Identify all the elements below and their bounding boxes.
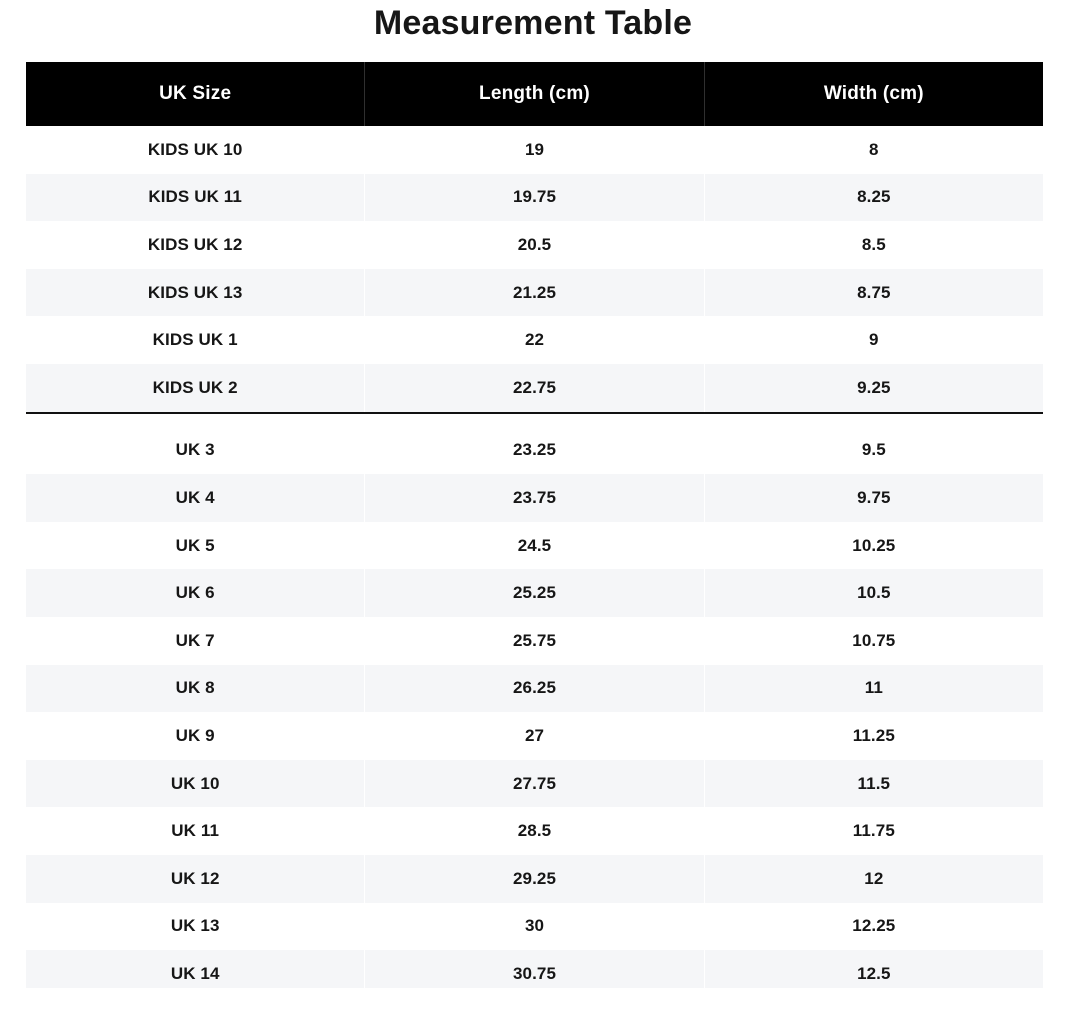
cell-uk-size: KIDS UK 2 <box>26 363 365 412</box>
cell-width-cm: 10.25 <box>852 535 896 555</box>
cell-uk-size: UK 6 <box>26 569 365 617</box>
table-row: UK 8 26.25 11 <box>26 664 1043 713</box>
table-row: KIDS UK 10 19 8 <box>26 126 1043 174</box>
table-row: UK 13 30 12.25 <box>26 902 1043 951</box>
cell-length-cm: 19 <box>524 139 545 159</box>
cell-length-cm: 19.75 <box>365 173 704 222</box>
cell-uk-size: KIDS UK 12 <box>147 234 243 254</box>
cell-width-cm: 11.5 <box>704 759 1043 808</box>
cell-length-cm: 23.75 <box>365 474 704 522</box>
cell-uk-size: KIDS UK 13 <box>26 268 365 317</box>
kids-sizes-section: KIDS UK 10 19 8 KIDS UK 11 19.75 8.25 KIDS UK … <box>26 126 1043 412</box>
cell-uk-size: UK 10 <box>26 759 365 808</box>
cell-uk-size: UK 4 <box>26 474 365 522</box>
cell-width-cm: 9 <box>869 330 879 350</box>
table-row: KIDS UK 11 19.75 8.25 <box>26 173 1043 222</box>
table-row: KIDS UK 2 22.75 9.25 <box>26 363 1043 412</box>
cell-width-cm: 11.75 <box>852 821 895 841</box>
cell-uk-size: UK 8 <box>26 664 365 713</box>
table-row: UK 11 28.5 11.75 <box>26 807 1043 855</box>
cell-length-cm: 20.5 <box>517 234 552 254</box>
cell-length-cm: 27 <box>524 725 545 745</box>
table-row: KIDS UK 12 20.5 8.5 <box>26 221 1043 269</box>
cell-width-cm: 10.75 <box>852 630 896 650</box>
cell-width-cm: 11 <box>704 664 1043 713</box>
cell-length-cm: 30.75 <box>365 950 704 988</box>
cell-width-cm: 10.5 <box>704 569 1043 617</box>
cell-width-cm: 8 <box>869 139 879 159</box>
cell-uk-size: KIDS UK 11 <box>26 173 365 222</box>
cell-width-cm: 9.25 <box>704 363 1043 412</box>
cell-width-cm: 8.75 <box>704 268 1043 317</box>
table-row: UK 4 23.75 9.75 <box>26 474 1043 522</box>
cell-uk-size: UK 14 <box>26 950 365 988</box>
cell-width-cm: 11.25 <box>852 725 895 745</box>
table-row: UK 3 23.25 9.5 <box>26 426 1043 475</box>
cell-length-cm: 22.75 <box>365 363 704 412</box>
cell-length-cm: 25.25 <box>365 569 704 617</box>
cell-uk-size: UK 5 <box>175 535 215 555</box>
table-row: UK 12 29.25 12 <box>26 854 1043 903</box>
measurement-table: UK Size Length (cm) Width (cm) KIDS UK 1… <box>26 62 1043 988</box>
column-header-uk-size: UK Size <box>26 62 365 126</box>
cell-length-cm: 22 <box>524 330 545 350</box>
cell-length-cm: 27.75 <box>365 759 704 808</box>
page-title: Measurement Table <box>373 4 693 42</box>
cell-width-cm: 9.5 <box>861 440 886 460</box>
kids-adults-divider <box>26 411 1043 414</box>
table-row: KIDS UK 13 21.25 8.75 <box>26 268 1043 317</box>
table-row: UK 6 25.25 10.5 <box>26 569 1043 617</box>
cell-length-cm: 29.25 <box>365 854 704 903</box>
table-row: UK 9 27 11.25 <box>26 712 1043 760</box>
table-row: UK 10 27.75 11.5 <box>26 759 1043 808</box>
cell-uk-size: UK 12 <box>26 854 365 903</box>
cell-uk-size: UK 13 <box>170 916 220 936</box>
cell-length-cm: 25.75 <box>512 630 557 650</box>
cell-uk-size: KIDS UK 1 <box>152 330 238 350</box>
cell-uk-size: KIDS UK 10 <box>147 139 243 159</box>
cell-width-cm: 8.25 <box>704 173 1043 222</box>
table-row: KIDS UK 1 22 9 <box>26 316 1043 364</box>
cell-uk-size: UK 3 <box>175 440 215 460</box>
cell-width-cm: 8.5 <box>861 234 886 254</box>
cell-width-cm: 12 <box>704 854 1043 903</box>
cell-length-cm: 23.25 <box>512 440 557 460</box>
cell-length-cm: 24.5 <box>517 535 552 555</box>
cell-uk-size: UK 9 <box>175 725 215 745</box>
cell-length-cm: 28.5 <box>517 821 552 841</box>
table-row: UK 5 24.5 10.25 <box>26 521 1043 570</box>
column-header-width: Width (cm) <box>704 62 1043 126</box>
column-header-length: Length (cm) <box>365 62 704 126</box>
table-row: UK 7 25.75 10.75 <box>26 616 1043 665</box>
cell-length-cm: 21.25 <box>365 268 704 317</box>
divider-gap <box>26 413 1043 427</box>
cell-uk-size: UK 11 <box>171 821 220 841</box>
cell-width-cm: 12.25 <box>852 916 896 936</box>
table-header-row: UK Size Length (cm) Width (cm) <box>26 62 1043 126</box>
cell-width-cm: 9.75 <box>704 474 1043 522</box>
cell-width-cm: 12.5 <box>704 950 1043 988</box>
table-row: UK 14 30.75 12.5 <box>26 950 1043 988</box>
adult-sizes-section: UK 3 23.25 9.5 UK 4 23.75 9.75 UK 5 24.5 10.25 UK… <box>26 426 1043 988</box>
cell-length-cm: 26.25 <box>365 664 704 713</box>
cell-length-cm: 30 <box>524 916 545 936</box>
cell-uk-size: UK 7 <box>175 630 215 650</box>
